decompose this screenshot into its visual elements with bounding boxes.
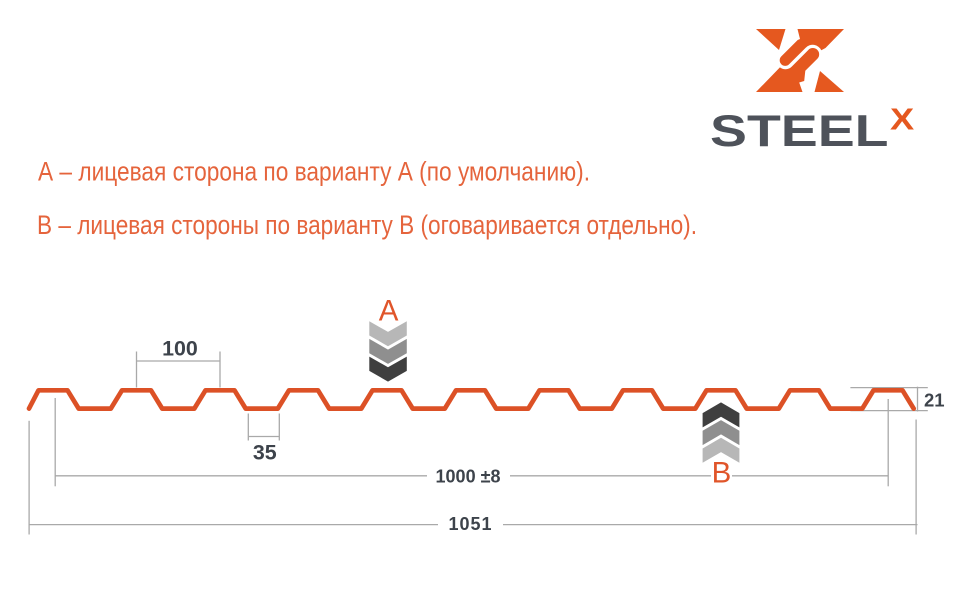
svg-text:В: В xyxy=(712,457,732,490)
svg-text:35: 35 xyxy=(253,441,277,465)
svg-text:100: 100 xyxy=(162,337,198,361)
svg-text:21: 21 xyxy=(924,389,945,410)
svg-text:STEEL: STEEL xyxy=(710,107,889,156)
svg-text:1051: 1051 xyxy=(448,514,492,534)
svg-text:В – лицевая стороны по вариант: В – лицевая стороны по варианту В (огова… xyxy=(37,210,697,240)
svg-text:А: А xyxy=(379,295,399,328)
svg-text:А – лицевая сторона по вариант: А – лицевая сторона по варианту А (по ум… xyxy=(38,157,590,187)
svg-text:1000 ±8: 1000 ±8 xyxy=(436,467,501,487)
svg-text:X: X xyxy=(890,102,915,137)
